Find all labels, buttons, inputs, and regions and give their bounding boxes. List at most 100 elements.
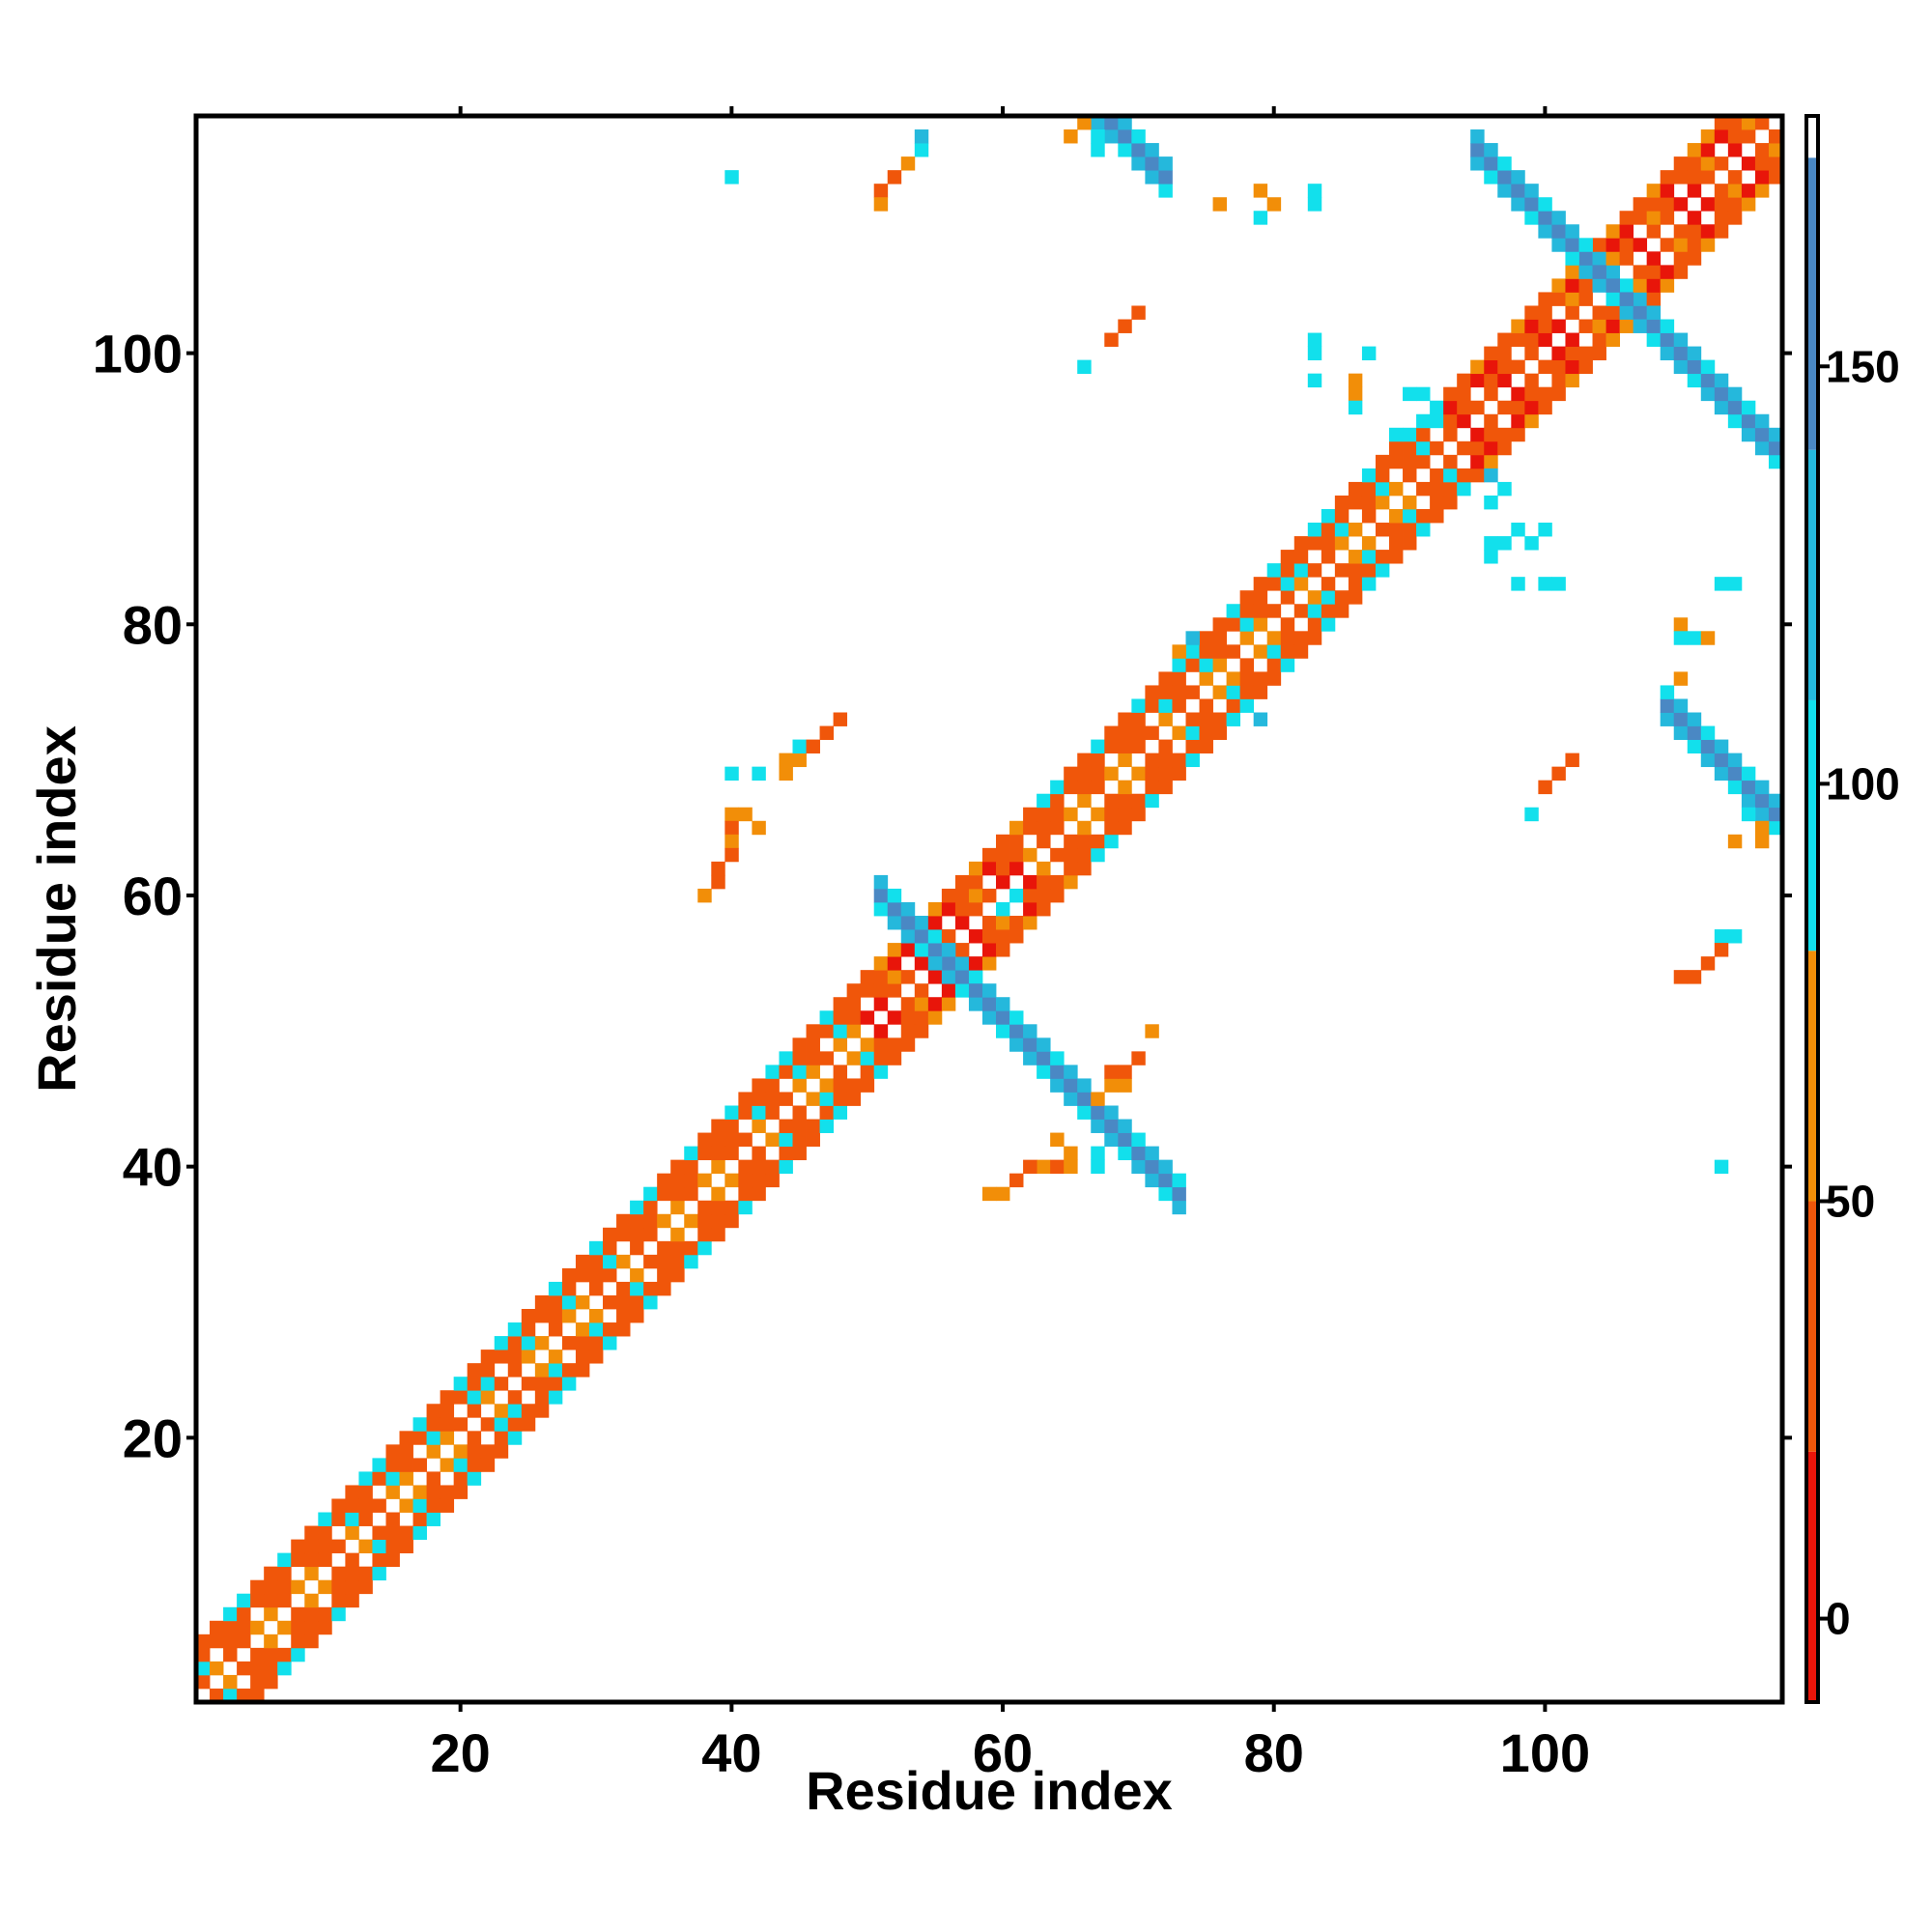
heatmap-cell [1158,671,1173,686]
heatmap-cell [819,1105,834,1120]
heatmap-cell [765,1159,780,1175]
heatmap-cell [670,1227,685,1242]
heatmap-cell [1687,251,1702,266]
heatmap-cell [291,1606,305,1622]
heatmap-cell [616,1213,631,1229]
heatmap-cell [331,1512,346,1526]
heatmap-cell [318,1512,332,1526]
heatmap-cell [1185,725,1200,740]
heatmap-cell [1253,577,1268,591]
colorbar-band [1806,449,1818,700]
heatmap-cell [981,1186,997,1202]
heatmap-cell [1118,725,1132,740]
heatmap-cell [304,1566,319,1581]
heatmap-cell [941,970,956,984]
heatmap-cell [1239,631,1255,645]
heatmap-cell [1754,820,1770,836]
heatmap-cell [196,1674,211,1690]
heatmap-cell [792,753,807,768]
heatmap-cell [1199,671,1213,686]
heatmap-cell [453,1390,469,1405]
heatmap-cell [1307,197,1322,212]
heatmap-cell [372,1458,386,1472]
heatmap-cell [1443,454,1458,469]
heatmap-cell [1185,644,1200,659]
heatmap-cell [453,1444,469,1459]
heatmap-cell [1470,143,1485,157]
y-tick-label: 80 [123,594,183,655]
heatmap-cell [1185,631,1200,645]
heatmap-cell [412,1485,427,1499]
heatmap-cell [1768,427,1783,442]
heatmap-cell [1578,346,1593,361]
heatmap-cell [1524,807,1539,822]
heatmap-cell [453,1471,469,1486]
heatmap-cell [900,901,916,917]
heatmap-cell [1253,590,1268,605]
heatmap-cell [1497,359,1512,375]
heatmap-cell [873,970,889,984]
heatmap-cell [196,1661,211,1676]
heatmap-cell [1605,265,1620,279]
heatmap-cell [1633,305,1648,320]
heatmap-cell [860,1065,875,1079]
heatmap-cell [1497,440,1512,456]
heatmap-cell [1348,577,1363,591]
heatmap-cell [1077,820,1092,836]
heatmap-cell [1280,658,1295,672]
heatmap-cell [507,1363,523,1378]
heatmap-cell [1578,359,1593,375]
heatmap-cell [467,1390,482,1405]
heatmap-cell [1538,211,1552,225]
heatmap-cell [467,1471,482,1486]
heatmap-cell [1741,413,1756,429]
heatmap-cell [900,970,916,984]
heatmap-cell [941,943,956,957]
heatmap-cell [237,1620,251,1635]
heatmap-cell [1321,590,1336,605]
heatmap-cell [277,1647,292,1662]
heatmap-cell [657,1173,671,1188]
heatmap-cell [1212,631,1227,645]
heatmap-cell [1293,631,1309,645]
heatmap-cell [643,1281,658,1296]
heatmap-cell [548,1363,563,1378]
heatmap-cell [643,1294,658,1310]
heatmap-cell [1768,143,1783,157]
heatmap-cell [1714,211,1729,225]
heatmap-cell [1266,631,1282,645]
heatmap-cell [941,901,956,917]
heatmap-cell [1660,319,1675,333]
heatmap-cell [1239,658,1255,672]
heatmap-cell [873,184,889,198]
heatmap-cell [1416,481,1431,497]
heatmap-cell [1741,766,1756,781]
heatmap-cell [996,916,1010,930]
heatmap-cell [927,929,943,944]
heatmap-cell [616,1322,631,1337]
heatmap-cell [1714,753,1729,768]
heatmap-cell [1361,495,1377,510]
heatmap-cell [724,847,739,863]
heatmap-cell [426,1485,441,1499]
heatmap-cell [1524,332,1539,347]
heatmap-cell [914,916,929,930]
heatmap-cell [1741,400,1756,415]
heatmap-cell [575,1350,590,1364]
heatmap-cell [1484,346,1498,361]
heatmap-cell [1484,536,1498,551]
heatmap-cell [873,1065,889,1079]
heatmap-cell [1239,698,1255,713]
heatmap-cell [1064,1078,1078,1093]
heatmap-cell [1348,563,1363,578]
heatmap-cell [1293,550,1309,564]
heatmap-cell [1646,224,1662,239]
heatmap-cell [1511,413,1525,429]
heatmap-cell [1524,197,1539,212]
heatmap-cell [1673,156,1689,171]
heatmap-cell [1226,685,1241,699]
heatmap-cell [440,1431,455,1445]
heatmap-cell [1484,550,1498,564]
heatmap-cell [440,1458,455,1472]
heatmap-cell [196,1647,211,1662]
